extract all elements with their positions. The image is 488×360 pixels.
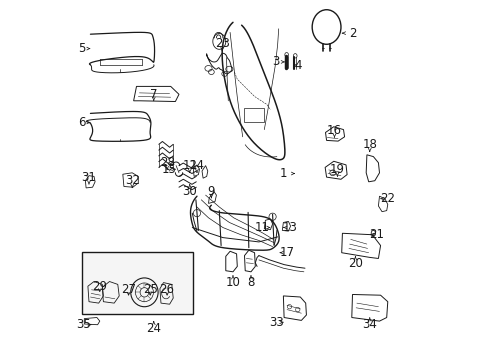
Text: 20: 20 xyxy=(347,257,362,270)
Text: 24: 24 xyxy=(146,322,161,335)
Text: 6: 6 xyxy=(78,116,85,129)
Text: 35: 35 xyxy=(76,318,90,331)
Text: 23: 23 xyxy=(214,37,229,50)
Text: 25: 25 xyxy=(142,283,157,296)
Text: 5: 5 xyxy=(78,42,85,55)
Text: 21: 21 xyxy=(369,228,384,241)
Text: 17: 17 xyxy=(279,246,294,259)
Text: 10: 10 xyxy=(225,276,240,289)
Text: 3: 3 xyxy=(272,55,279,68)
Text: 28: 28 xyxy=(160,156,174,169)
Text: 16: 16 xyxy=(326,124,341,137)
Text: 19: 19 xyxy=(329,163,344,176)
Text: 15: 15 xyxy=(161,163,176,176)
Text: 29: 29 xyxy=(92,280,107,293)
Text: 13: 13 xyxy=(283,221,297,234)
Text: 8: 8 xyxy=(247,276,254,289)
Text: 7: 7 xyxy=(150,88,157,101)
Text: 26: 26 xyxy=(159,283,174,296)
Text: 34: 34 xyxy=(362,318,376,331)
Text: 12: 12 xyxy=(182,159,197,172)
Text: 33: 33 xyxy=(268,316,283,329)
Text: 22: 22 xyxy=(380,192,394,205)
Text: 1: 1 xyxy=(279,167,286,180)
Bar xyxy=(81,252,193,314)
Text: 18: 18 xyxy=(362,138,376,151)
Text: 4: 4 xyxy=(293,59,301,72)
Text: 27: 27 xyxy=(121,283,136,296)
Text: 2: 2 xyxy=(348,27,356,40)
Text: 9: 9 xyxy=(207,185,215,198)
Text: 31: 31 xyxy=(81,171,96,184)
Text: 11: 11 xyxy=(254,221,269,234)
Text: 14: 14 xyxy=(189,159,204,172)
Text: 32: 32 xyxy=(124,174,140,187)
Bar xyxy=(244,108,263,122)
Text: 30: 30 xyxy=(182,185,197,198)
